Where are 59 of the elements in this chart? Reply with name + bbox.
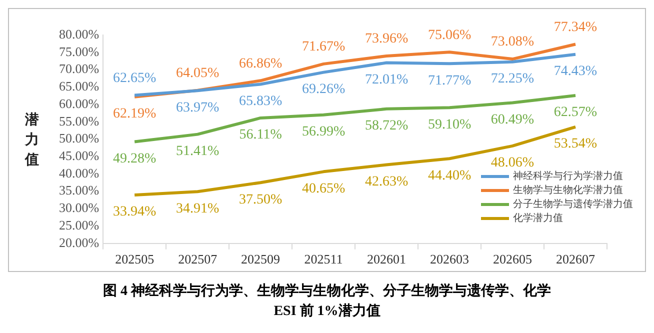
y-tick-label: 80.00% [58, 26, 100, 42]
legend-label: 化学潜力值 [513, 212, 563, 225]
data-label: 75.06% [428, 28, 472, 43]
data-label: 69.26% [302, 82, 346, 97]
x-tick-label: 202607 [556, 252, 596, 267]
data-label: 62.19% [112, 106, 156, 122]
data-label: 33.94% [112, 204, 156, 220]
y-tick-label: 60.00% [58, 96, 100, 111]
data-label: 56.11% [239, 128, 282, 143]
data-label: 72.25% [490, 72, 534, 87]
y-tick-label: 65.00% [58, 78, 100, 94]
data-label: 44.40% [428, 168, 472, 184]
data-label: 34.91% [176, 201, 220, 216]
text: 图 4 神经科学与行为学、生物学与生物化学、分子生物学与遗传学、化学 ESI 前 1%潜力值 [102, 282, 552, 321]
y-tick-label: 40.00% [58, 165, 100, 180]
data-label: 66.86% [238, 56, 282, 72]
data-label: 64.05% [176, 66, 220, 82]
data-label: 71.77% [428, 73, 472, 88]
x-tick-label: 202603 [430, 252, 470, 267]
x-tick-label: 202505 [115, 252, 154, 267]
data-label: 72.01% [364, 72, 408, 88]
data-label: 58.72% [364, 118, 408, 134]
data-label: 51.41% [176, 144, 220, 159]
data-label: 59.10% [428, 117, 472, 132]
data-label: 65.83% [238, 94, 282, 109]
data-label: 53.54% [554, 136, 598, 152]
data-label: 37.50% [238, 192, 282, 208]
y-axis-title: 潜力值 [25, 111, 39, 170]
x-tick-label: 202509 [241, 252, 280, 267]
data-label: 48.06% [490, 156, 534, 171]
legend-label: 分子生物学与遗传学潜力值 [513, 198, 633, 211]
data-label: 71.67% [302, 40, 346, 55]
data-label: 63.97% [176, 100, 220, 116]
y-tick-label: 75.00% [58, 44, 100, 59]
y-tick-label: 20.00% [58, 234, 100, 250]
x-tick-label: 202511 [304, 252, 343, 267]
data-label: 77.34% [554, 20, 598, 35]
data-label: 62.65% [112, 70, 156, 86]
y-tick-label: 50.00% [58, 130, 100, 146]
data-label: 42.63% [364, 174, 408, 190]
y-tick-label: 45.00% [58, 148, 100, 163]
y-tick-label: 70.00% [58, 61, 100, 76]
data-label: 73.08% [490, 34, 534, 50]
y-tick-label: 25.00% [58, 217, 100, 232]
x-tick-label: 202605 [493, 252, 532, 267]
legend-label: 生物学与生物化学潜力值 [513, 184, 623, 197]
legend-label: 神经科学与行为学潜力值 [513, 170, 623, 183]
data-label: 74.43% [554, 64, 598, 80]
x-tick-label: 202507 [178, 252, 218, 267]
data-label: 62.57% [554, 105, 598, 120]
y-tick-label: 30.00% [58, 200, 100, 216]
data-label: 49.28% [112, 151, 156, 166]
x-tick-label: 202601 [367, 252, 406, 267]
data-label: 60.49% [490, 112, 534, 128]
data-label: 40.65% [302, 181, 346, 196]
data-label: 73.96% [364, 32, 408, 47]
data-label: 56.99% [302, 124, 346, 140]
y-tick-label: 55.00% [58, 113, 100, 128]
y-tick-label: 35.00% [58, 182, 100, 198]
